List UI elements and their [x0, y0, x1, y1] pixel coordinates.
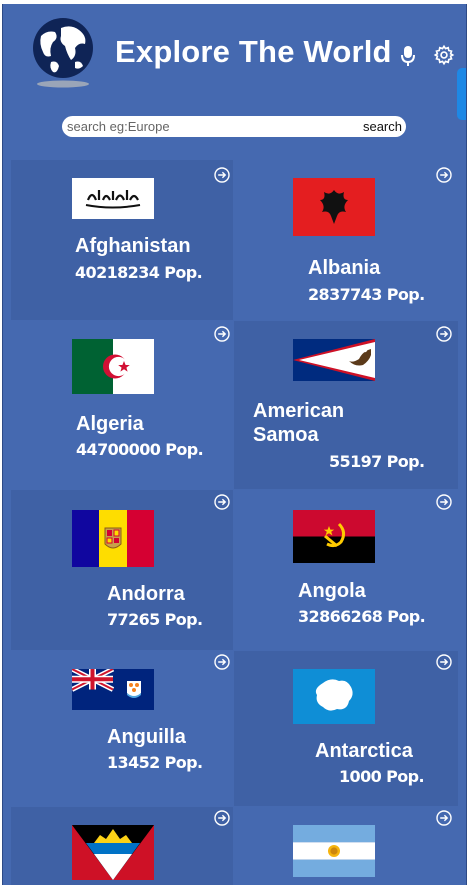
- country-population: 77265 Pop.: [107, 610, 203, 629]
- country-card-antarctica[interactable]: Antarctica 1000 Pop.: [234, 651, 458, 806]
- country-card-afghanistan[interactable]: Afghanistan 40218234 Pop.: [11, 160, 233, 320]
- country-population: 13452 Pop.: [107, 753, 203, 772]
- flag-albania: [293, 178, 375, 236]
- arrow-right-circle-icon[interactable]: [214, 326, 230, 342]
- country-population: 44700000 Pop.: [76, 440, 204, 459]
- scroll-indicator[interactable]: [457, 68, 466, 120]
- country-card-anguilla[interactable]: Anguilla 13452 Pop.: [11, 651, 233, 806]
- flag-antigua-and-barbuda: [72, 825, 154, 880]
- flag-afghanistan: [72, 178, 154, 219]
- app-title: Explore The World: [115, 34, 392, 69]
- flag-american-samoa: [293, 339, 375, 381]
- search-input[interactable]: [62, 116, 357, 137]
- microphone-icon[interactable]: [400, 45, 416, 67]
- arrow-right-circle-icon[interactable]: [214, 494, 230, 510]
- arrow-right-circle-icon[interactable]: [214, 654, 230, 670]
- country-name: Algeria: [76, 413, 144, 435]
- arrow-right-circle-icon[interactable]: [436, 494, 452, 510]
- country-card-angola[interactable]: Angola 32866268 Pop.: [234, 490, 458, 650]
- country-card-albania[interactable]: Albania 2837743 Pop.: [234, 160, 458, 320]
- flag-angola: [293, 510, 375, 563]
- country-card-algeria[interactable]: Algeria 44700000 Pop.: [11, 321, 233, 489]
- search-bar: search: [62, 116, 406, 137]
- arrow-right-circle-icon[interactable]: [436, 654, 452, 670]
- flag-argentina: [293, 825, 375, 877]
- arrow-right-circle-icon[interactable]: [214, 810, 230, 826]
- header: Explore The World search: [3, 4, 466, 164]
- arrow-right-circle-icon[interactable]: [436, 810, 452, 826]
- app-frame: Explore The World search Afgha: [2, 4, 467, 885]
- country-name: Anguilla: [107, 726, 186, 748]
- flag-anguilla: [72, 669, 154, 710]
- arrow-right-circle-icon[interactable]: [436, 326, 452, 342]
- country-card-american-samoa[interactable]: American Samoa 55197 Pop.: [234, 321, 458, 489]
- arrow-right-circle-icon[interactable]: [436, 167, 452, 183]
- country-population: 2837743 Pop.: [308, 285, 425, 304]
- flag-antarctica: [293, 669, 375, 724]
- country-population: 1000 Pop.: [339, 767, 425, 786]
- search-button[interactable]: search: [362, 119, 402, 134]
- gear-icon[interactable]: [433, 44, 455, 66]
- arrow-right-circle-icon[interactable]: [214, 167, 230, 183]
- flag-andorra: [72, 510, 154, 567]
- country-name: Afghanistan: [75, 235, 191, 257]
- country-card-antigua-and-barbuda[interactable]: [11, 807, 233, 885]
- flag-algeria: [72, 339, 154, 394]
- country-name: American Samoa: [253, 400, 345, 446]
- country-population: 32866268 Pop.: [298, 607, 426, 626]
- country-name: Angola: [298, 580, 366, 602]
- country-name: Antarctica: [315, 740, 413, 762]
- country-population: 40218234 Pop.: [75, 263, 203, 282]
- globe-logo: [33, 18, 93, 88]
- country-name: Albania: [308, 257, 381, 279]
- country-card-andorra[interactable]: Andorra 77265 Pop.: [11, 490, 233, 650]
- country-name: Andorra: [107, 583, 185, 605]
- country-card-argentina[interactable]: [234, 807, 458, 885]
- country-population: 55197 Pop.: [329, 452, 425, 471]
